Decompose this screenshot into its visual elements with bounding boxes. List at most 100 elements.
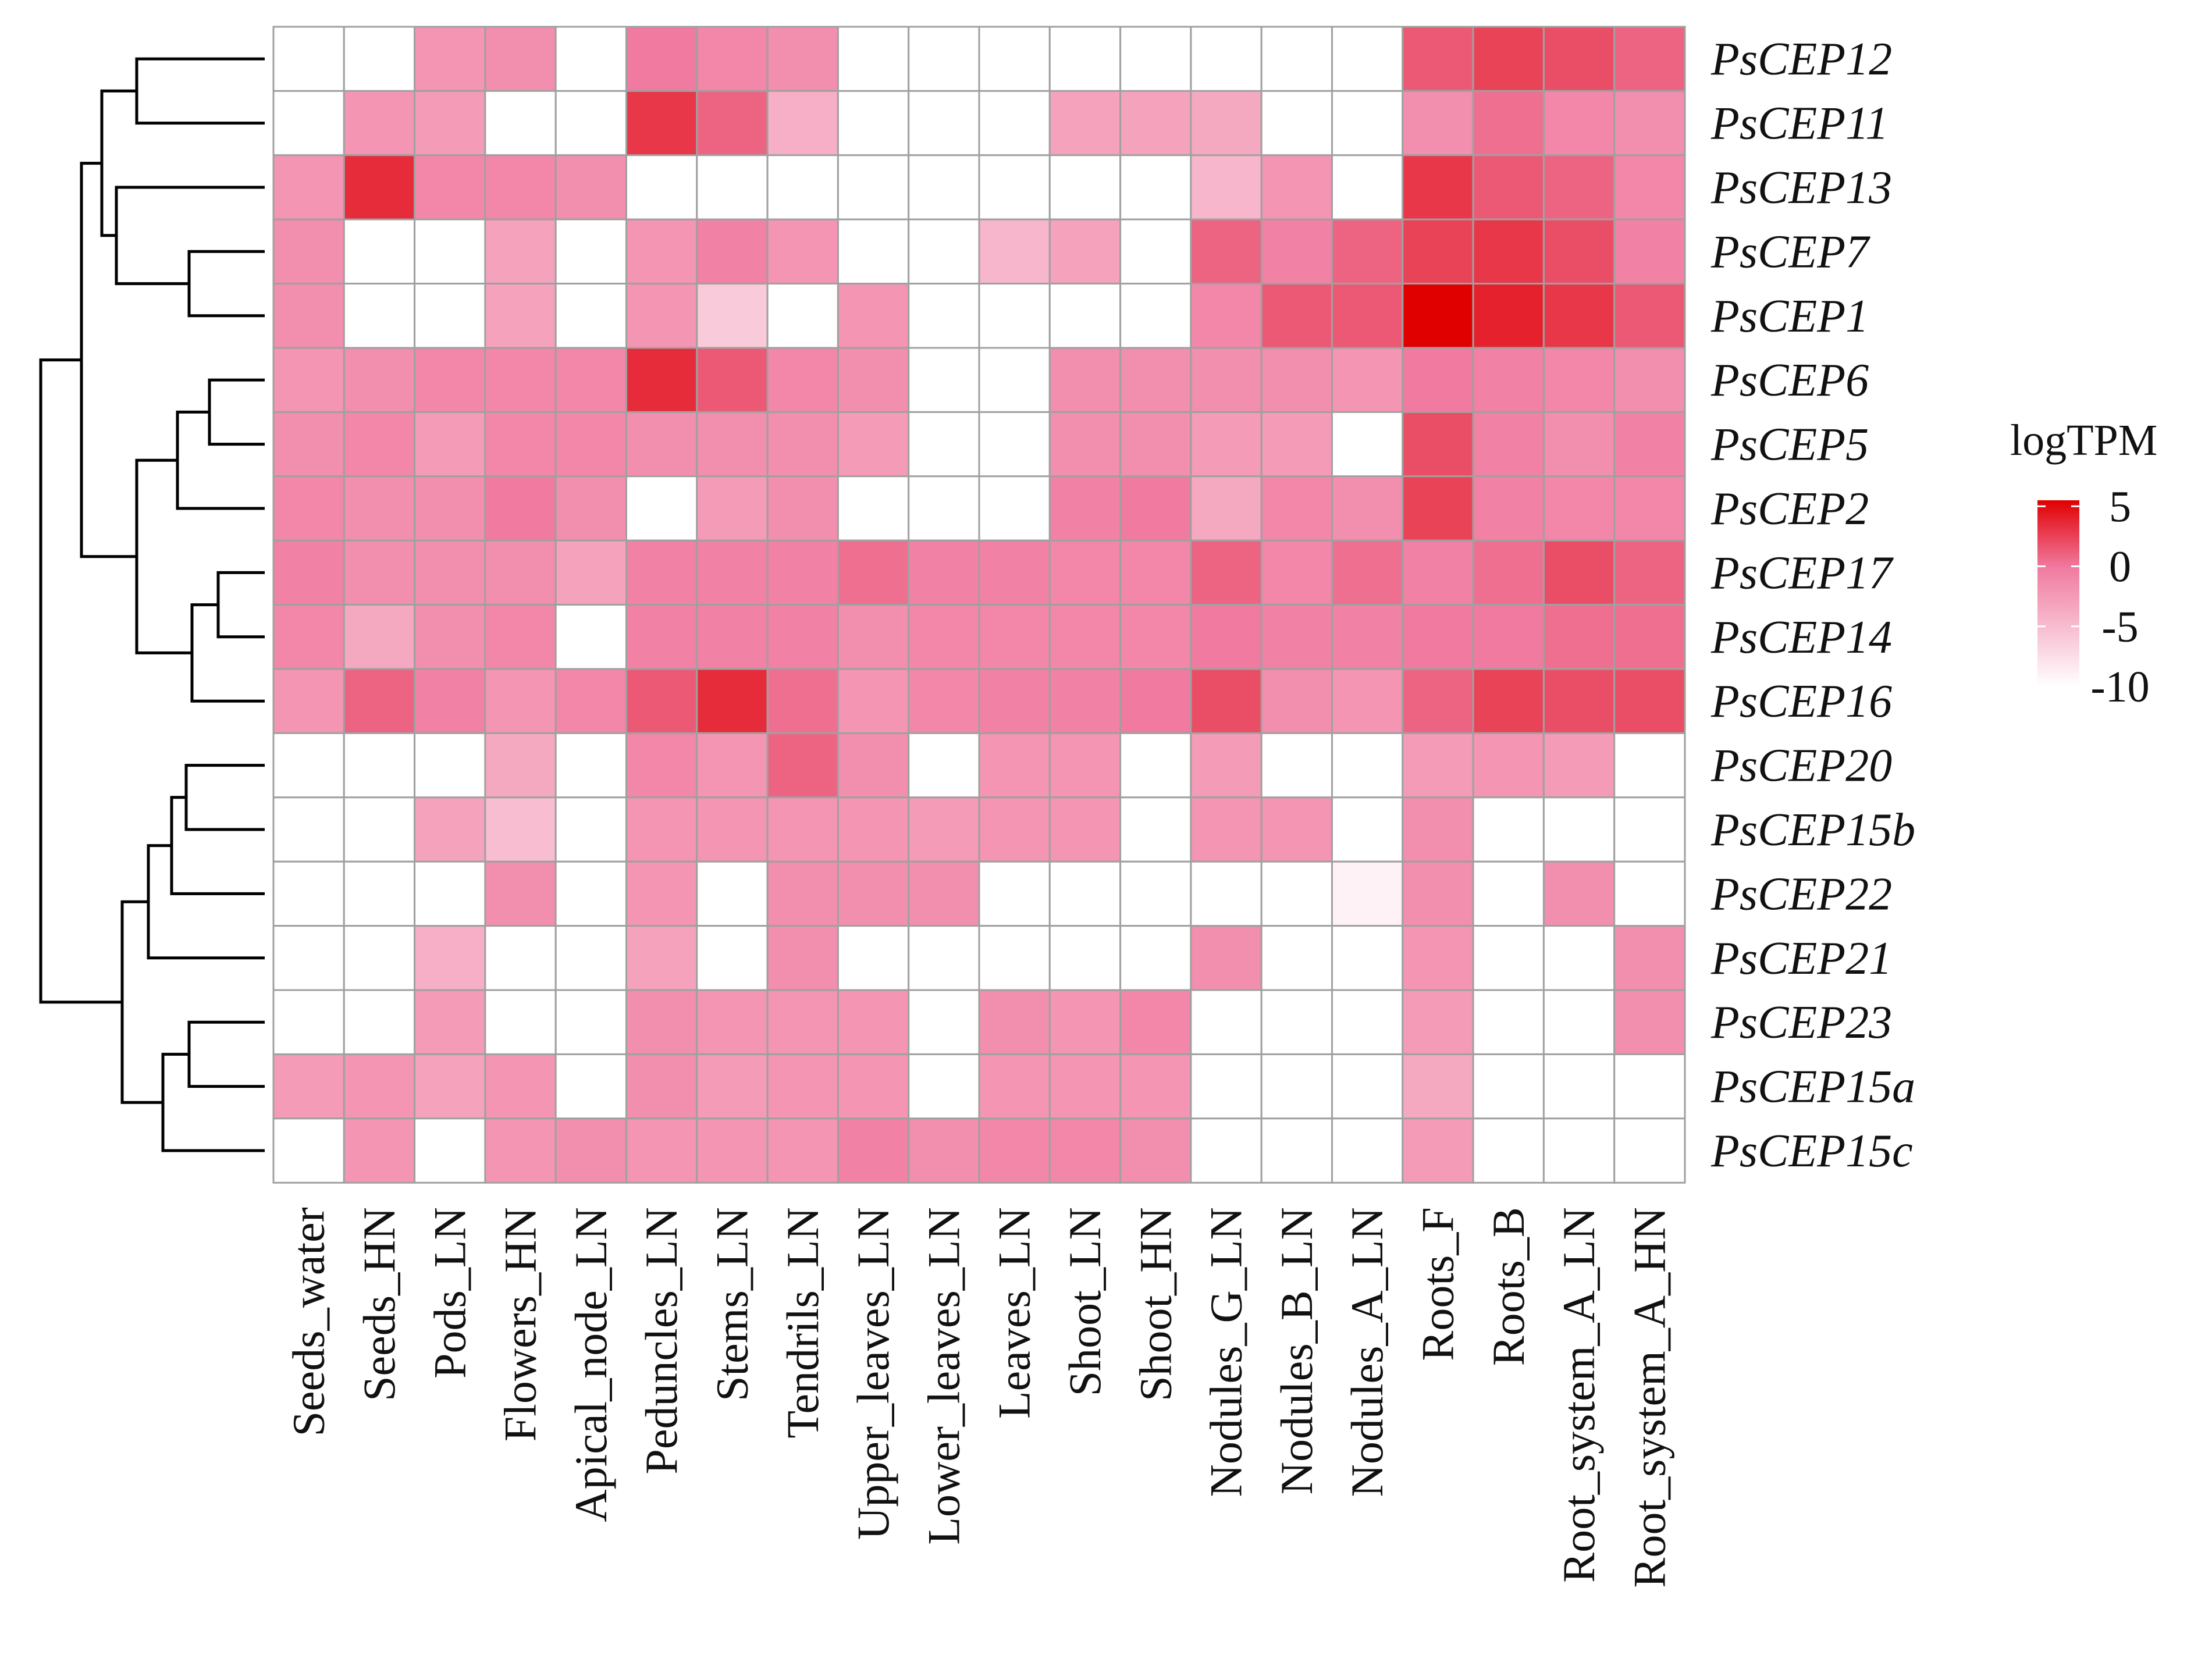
heatmap-cell [1613,925,1686,991]
heatmap-cell [1190,347,1263,413]
heatmap-cell [766,925,839,991]
row-label: PsCEP7 [1710,226,1870,277]
heatmap-cell [1260,860,1333,927]
column-label: Nodules_A_LN [1342,1207,1392,1497]
heatmap-cell [978,604,1051,670]
heatmap-cell [1260,26,1333,92]
heatmap-cell [1190,604,1263,670]
heatmap-cell [414,796,486,863]
heatmap-cell [1472,1117,1545,1184]
heatmap-cell [1472,668,1545,734]
dendrogram-branch [176,410,265,510]
heatmap-cell [837,218,910,285]
heatmap-cell [1402,475,1474,542]
heatmap-cell [1190,1053,1263,1120]
heatmap-cell [908,283,980,349]
heatmap-cell [766,860,839,927]
heatmap-cell [696,26,769,92]
row-label: PsCEP20 [1710,741,1892,792]
heatmap-cell [837,860,910,927]
heatmap-cell [766,154,839,220]
heatmap-cell [696,411,769,478]
heatmap-cell [1190,860,1263,927]
row-label: PsCEP21 [1710,933,1892,984]
heatmap-cell [1402,989,1474,1055]
heatmap-cell [1402,1053,1474,1120]
heatmap-cell [766,283,839,349]
heatmap-cell [1472,604,1545,670]
heatmap-cell [625,539,698,606]
heatmap-cell [414,218,486,285]
heatmap-cell [1472,154,1545,220]
heatmap-cell [1331,26,1404,92]
heatmap-cell [343,90,416,156]
legend-tick-label: 5 [2109,482,2131,531]
heatmap-cell [766,539,839,606]
heatmap-cell [414,604,486,670]
heatmap-cell [1260,989,1333,1055]
heatmap-cell [414,90,486,156]
dendrogram-branch [187,250,265,318]
heatmap-cell [696,539,769,606]
heatmap-cell [1542,283,1616,349]
heatmap-cell [1613,26,1686,92]
heatmap-cell [1048,283,1122,349]
heatmap-cell [1613,796,1686,863]
heatmap-cell [1119,860,1192,927]
heatmap-cell [1613,218,1686,285]
heatmap-cell [908,1117,980,1184]
heatmap-cell [554,347,628,413]
heatmap-cell [484,411,557,478]
column-label: Upper_leaves_LN [848,1207,898,1540]
heatmap-cell [1542,668,1616,734]
heatmap-cell [484,218,557,285]
heatmap-cell [625,604,698,670]
heatmap-cell [343,283,416,349]
heatmap-cell [1472,989,1545,1055]
heatmap-cell [484,475,557,542]
heatmap-cell [1119,604,1192,670]
heatmap-cell [1542,26,1616,92]
heatmap-cell [1048,989,1122,1055]
heatmap-cell [837,668,910,734]
heatmap-cell [414,1053,486,1120]
heatmap-cell [1472,26,1545,92]
heatmap-cell [1542,604,1616,670]
heatmap-cell [908,90,980,156]
heatmap-cell [343,26,416,92]
heatmap-cell [554,1117,628,1184]
heatmap-cell [272,539,345,606]
heatmap-cell [272,154,345,220]
heatmap-cell [978,90,1051,156]
column-label: Shoot_HN [1130,1207,1180,1401]
heatmap-cell [1119,218,1192,285]
dendrogram-branch [147,844,265,960]
heatmap-cell [1190,1117,1263,1184]
heatmap-cell [1119,90,1192,156]
heatmap-cell [343,860,416,927]
heatmap-cell [1472,539,1545,606]
heatmap-cell [1402,604,1474,670]
heatmap-cell [343,539,416,606]
heatmap-cell [1331,1053,1404,1120]
heatmap-cell [1260,925,1333,991]
heatmap-cell [554,989,628,1055]
heatmap-cell [1119,539,1192,606]
heatmap-cell [908,925,980,991]
heatmap-cell [484,989,557,1055]
heatmap-cell [343,989,416,1055]
heatmap-cell [1260,218,1333,285]
heatmap-cell [1402,668,1474,734]
heatmap-cell [1048,1117,1122,1184]
heatmap-cell [1190,90,1263,156]
heatmap-cell [343,604,416,670]
heatmap-cell [1402,90,1474,156]
heatmap-cell [414,539,486,606]
heatmap-cell [625,26,698,92]
heatmap-cell [1472,90,1545,156]
heatmap-cell [414,1117,486,1184]
legend-tick-label: 0 [2109,543,2131,592]
heatmap-cell [1260,154,1333,220]
heatmap-cell [1542,90,1616,156]
heatmap-cell [1542,989,1616,1055]
